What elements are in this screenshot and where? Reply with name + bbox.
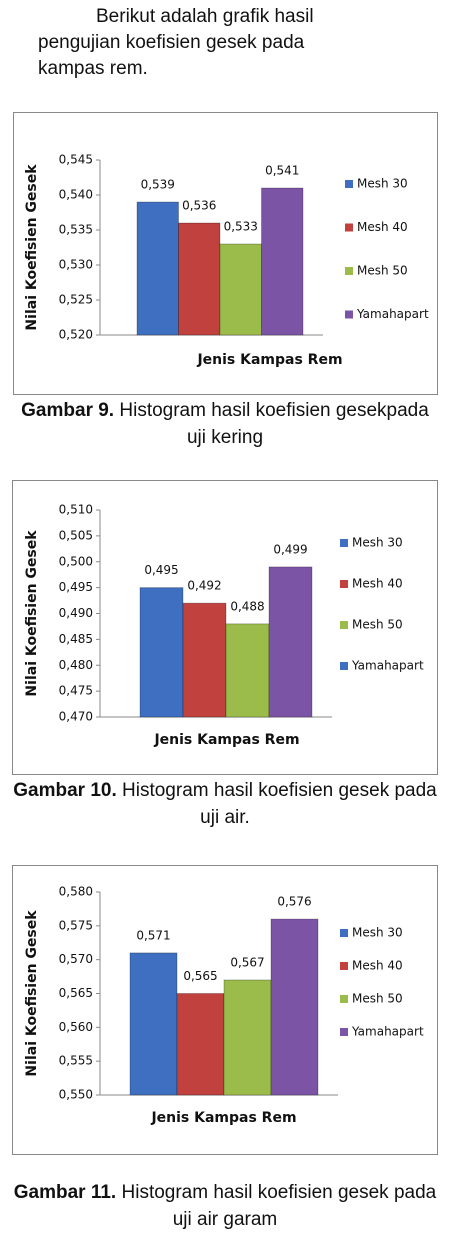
- legend-swatch: [340, 621, 348, 629]
- chart: 0,520 0,525 0,530 0,535 0,540 0,545 Nilai Koef…: [13, 112, 438, 395]
- bar: [261, 187, 304, 336]
- y-tick-label: 0,485: [59, 632, 93, 646]
- y-tick-label: 0,520: [59, 328, 93, 342]
- legend-label: Mesh 50: [352, 992, 403, 1006]
- legend-label: Yamahapart: [351, 1025, 424, 1039]
- legend-label: Mesh 40: [357, 220, 408, 234]
- caption-text: Histogram hasil koefisien gesekpada uji …: [119, 400, 429, 448]
- y-tick-label: 0,480: [59, 658, 93, 672]
- y-axis-label: Nilai Koefisien Gesek: [24, 910, 40, 1077]
- y-tick-label: 0,490: [59, 606, 93, 620]
- legend-swatch: [340, 929, 348, 937]
- y-tick-label: 0,570: [59, 952, 93, 966]
- y-tick-label: 0,525: [59, 293, 93, 307]
- bar: [178, 222, 221, 336]
- legend-swatch: [345, 267, 353, 275]
- y-tick-label: 0,495: [59, 580, 93, 594]
- bar: [270, 918, 319, 1096]
- bar: [139, 587, 184, 718]
- y-tick-label: 0,560: [59, 1020, 93, 1034]
- data-label: 0,567: [230, 955, 264, 969]
- y-tick-label: 0,575: [59, 918, 93, 932]
- caption-label: Gambar 9.: [21, 400, 115, 421]
- legend-swatch: [345, 223, 353, 232]
- bar: [176, 993, 225, 1096]
- data-label: 0,499: [273, 542, 307, 556]
- chart-frame: [12, 480, 438, 775]
- legend-swatch: [345, 180, 353, 188]
- intro-paragraph: Berikut adalah grafik hasil pengujian ko…: [38, 6, 314, 79]
- legend-label: Mesh 50: [352, 618, 403, 632]
- legend-label: Mesh 30: [352, 926, 403, 940]
- legend-label: Mesh 50: [357, 264, 408, 278]
- data-label: 0,492: [187, 579, 221, 593]
- bar: [219, 243, 262, 336]
- data-label: 0,536: [182, 199, 216, 213]
- chart: 0,470 0,475 0,480 0,485 0,490 0,495 0,500 0,505…: [12, 480, 438, 775]
- legend-label: Mesh 30: [352, 536, 403, 550]
- chart: 0,550 0,555 0,560 0,565 0,570 0,575 0,580 Nilai…: [12, 865, 438, 1155]
- y-tick-label: 0,565: [59, 986, 93, 1000]
- legend-label: Mesh 40: [352, 577, 403, 591]
- caption: Gambar 11. Histogram hasil koefisien ges…: [12, 1179, 438, 1233]
- y-axis-label: Nilai Koefisien Gesek: [24, 530, 40, 697]
- bar: [129, 952, 178, 1096]
- data-label: 0,533: [224, 220, 258, 234]
- y-tick-label: 0,540: [59, 188, 93, 202]
- caption-text: Histogram hasil koefisien gesek pada uji…: [122, 780, 437, 828]
- legend-swatch: [340, 995, 348, 1003]
- legend-swatch: [340, 1028, 348, 1036]
- x-axis-label: Jenis Kampas Rem: [196, 352, 342, 368]
- caption: Gambar 10. Histogram hasil koefisien ges…: [12, 777, 438, 831]
- legend-label: Yamahapart: [351, 659, 424, 673]
- y-tick-label: 0,510: [59, 503, 93, 517]
- data-label: 0,571: [136, 928, 170, 942]
- bar: [268, 566, 313, 718]
- y-tick-label: 0,580: [59, 885, 93, 899]
- caption: Gambar 9. Histogram hasil koefisien gese…: [12, 397, 438, 451]
- caption-label: Gambar 11.: [13, 1182, 117, 1203]
- y-tick-label: 0,555: [59, 1054, 93, 1068]
- x-axis-label: Jenis Kampas Rem: [153, 732, 299, 748]
- y-tick-label: 0,545: [59, 153, 93, 167]
- bar: [223, 979, 272, 1096]
- bar: [225, 623, 270, 718]
- y-tick-label: 0,550: [59, 1088, 93, 1102]
- legend-label: Mesh 30: [357, 177, 408, 191]
- y-tick-label: 0,475: [59, 684, 93, 698]
- legend-swatch: [340, 539, 348, 547]
- data-label: 0,488: [230, 599, 264, 613]
- data-label: 0,495: [144, 563, 178, 577]
- caption-label: Gambar 10.: [13, 780, 117, 801]
- legend-label: Mesh 40: [352, 959, 403, 973]
- legend-swatch: [345, 310, 353, 319]
- data-label: 0,565: [183, 969, 217, 983]
- legend-swatch: [340, 580, 348, 588]
- data-label: 0,541: [265, 164, 299, 178]
- y-tick-label: 0,530: [59, 258, 93, 272]
- y-tick-label: 0,500: [59, 554, 93, 568]
- x-axis-label: Jenis Kampas Rem: [150, 1110, 296, 1126]
- y-tick-label: 0,505: [59, 528, 93, 542]
- y-tick-label: 0,470: [59, 710, 93, 724]
- legend-swatch: [340, 662, 348, 670]
- chart-frame: [13, 112, 438, 395]
- legend-label: Yamahapart: [356, 307, 429, 321]
- caption-text: Histogram hasil koefisien gesek pada uji…: [121, 1182, 437, 1230]
- y-axis-label: Nilai Koefisien Gesek: [24, 164, 40, 331]
- data-label: 0,539: [141, 178, 175, 192]
- y-tick-label: 0,535: [59, 223, 93, 237]
- bar: [182, 602, 227, 718]
- chart-frame: [12, 865, 438, 1155]
- data-label: 0,576: [277, 895, 311, 909]
- bar: [136, 201, 179, 336]
- legend-swatch: [340, 962, 348, 970]
